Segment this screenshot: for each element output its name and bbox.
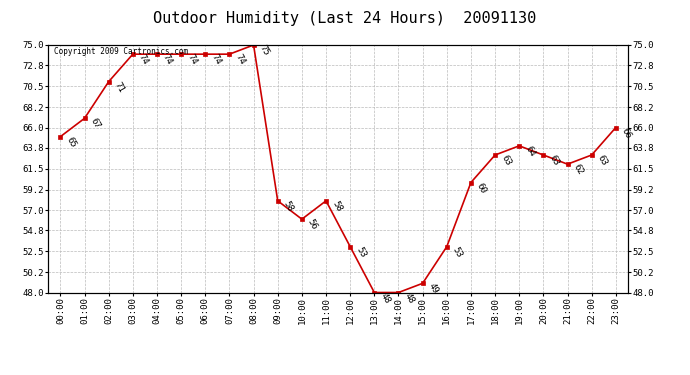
Text: 58: 58 bbox=[331, 200, 344, 213]
Text: 48: 48 bbox=[379, 291, 392, 305]
Text: 74: 74 bbox=[161, 53, 175, 67]
Text: 53: 53 bbox=[355, 245, 368, 259]
Text: 71: 71 bbox=[113, 80, 126, 94]
Text: 58: 58 bbox=[282, 200, 295, 213]
Text: 75: 75 bbox=[258, 44, 271, 57]
Text: 49: 49 bbox=[427, 282, 440, 296]
Text: 63: 63 bbox=[548, 154, 561, 167]
Text: 53: 53 bbox=[451, 245, 464, 259]
Text: 74: 74 bbox=[234, 53, 247, 67]
Text: 64: 64 bbox=[524, 144, 537, 158]
Text: 66: 66 bbox=[620, 126, 633, 140]
Text: Copyright 2009 Cartronics.com: Copyright 2009 Cartronics.com bbox=[54, 48, 188, 57]
Text: 62: 62 bbox=[572, 163, 585, 177]
Text: 48: 48 bbox=[403, 291, 416, 305]
Text: 63: 63 bbox=[596, 154, 609, 167]
Text: 74: 74 bbox=[186, 53, 199, 67]
Text: 60: 60 bbox=[475, 181, 489, 195]
Text: 56: 56 bbox=[306, 218, 319, 232]
Text: 67: 67 bbox=[89, 117, 102, 131]
Text: 74: 74 bbox=[137, 53, 150, 67]
Text: Outdoor Humidity (Last 24 Hours)  20091130: Outdoor Humidity (Last 24 Hours) 2009113… bbox=[153, 11, 537, 26]
Text: 63: 63 bbox=[500, 154, 513, 167]
Text: 74: 74 bbox=[210, 53, 223, 67]
Text: 65: 65 bbox=[65, 135, 78, 149]
